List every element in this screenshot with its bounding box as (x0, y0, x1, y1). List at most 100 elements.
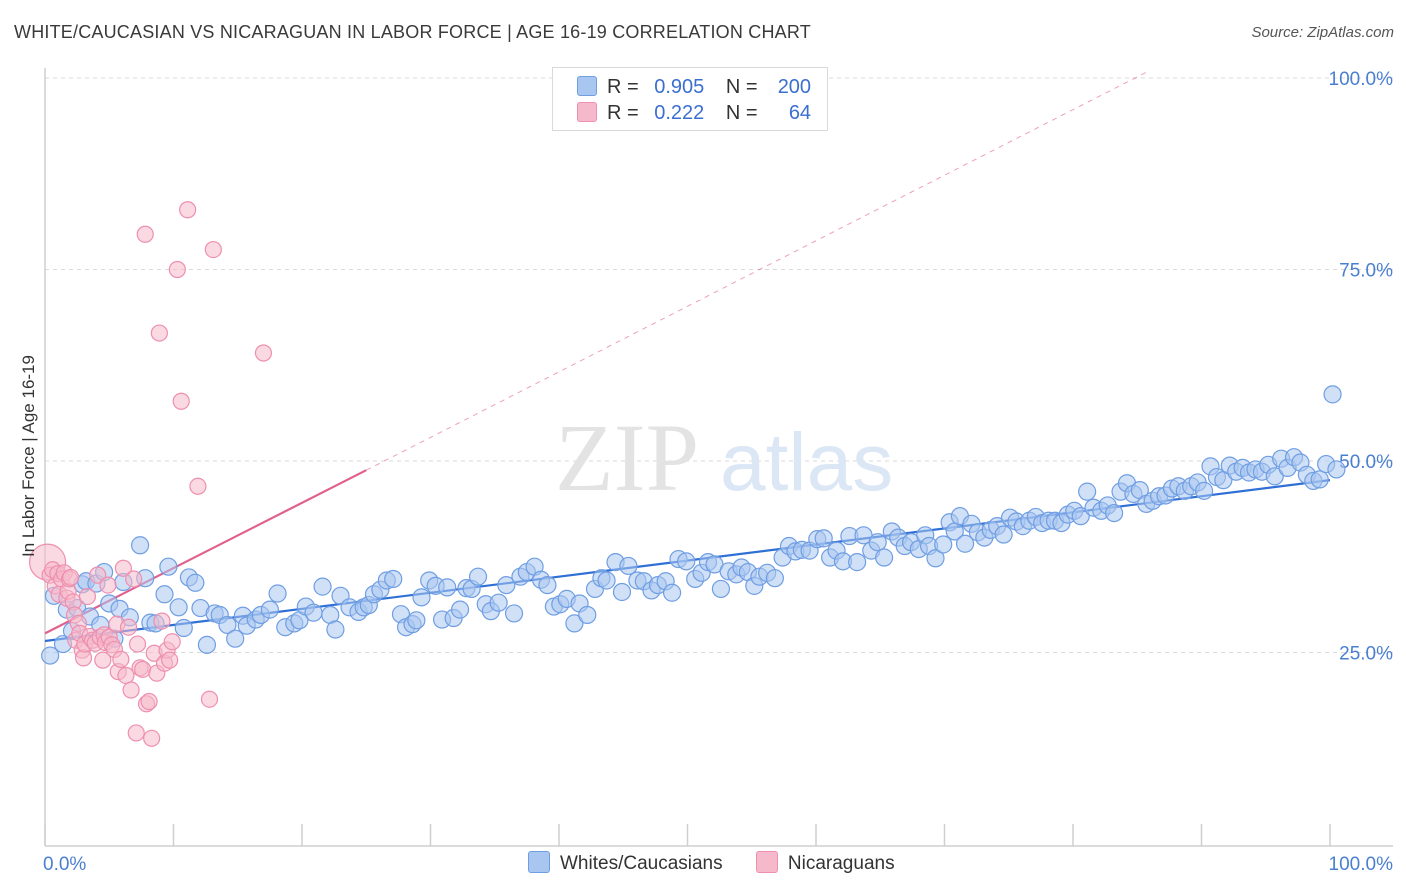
point-nicaraguans-55 (161, 651, 179, 669)
point-nicaraguans-51 (150, 324, 168, 342)
n-value: 200 (777, 76, 812, 98)
point-nicaraguans-58 (172, 392, 190, 410)
point-whites-24 (174, 618, 193, 638)
point-whites-198 (1323, 385, 1342, 404)
r-value: 0.905 (654, 76, 705, 98)
y-axis-label: In Labor Force | Age 16-19 (19, 355, 38, 557)
point-nicaraguans-39 (122, 681, 140, 699)
point-whites-59 (407, 611, 426, 630)
r-label: R = (607, 76, 639, 98)
point-nicaraguans-35 (112, 650, 130, 668)
source-label: Source: ZipAtlas.com (1251, 24, 1394, 41)
watermark-zip: ZIP (555, 404, 699, 511)
legend-label-whites: Whites/Caucasians (560, 853, 723, 874)
y-tick-label-2: 75.0% (1339, 261, 1393, 282)
point-nicaraguans-59 (179, 201, 197, 219)
point-whites-164 (1105, 503, 1124, 523)
legend-item-whites: Whites/Caucasians (528, 851, 723, 875)
point-whites-69 (468, 567, 488, 586)
point-whites-0 (41, 646, 60, 665)
point-nicaraguans-63 (254, 344, 273, 362)
point-whites-32 (226, 629, 245, 648)
trend-extension-nicaraguans (366, 69, 1151, 471)
r-label: R = (607, 102, 639, 124)
point-whites-21 (155, 585, 174, 604)
point-whites-128 (875, 548, 894, 567)
r-value: 0.222 (654, 102, 705, 124)
point-whites-79 (538, 575, 557, 595)
swatch-nicaraguans (577, 102, 597, 122)
point-nicaraguans-29 (99, 576, 117, 594)
point-whites-60 (412, 588, 431, 607)
point-nicaraguans-42 (128, 635, 147, 653)
point-whites-66 (450, 600, 470, 619)
point-whites-137 (934, 535, 953, 554)
point-whites-44 (313, 577, 332, 596)
n-value: 64 (788, 102, 812, 124)
point-nicaraguans-40 (125, 570, 143, 588)
point-whites-124 (848, 553, 867, 572)
point-whites-147 (994, 525, 1013, 544)
point-nicaraguans-44 (134, 660, 152, 678)
point-whites-74 (504, 604, 524, 623)
point-whites-26 (186, 573, 205, 592)
point-whites-199 (1327, 460, 1346, 479)
y-tick-label-3: 100.0% (1329, 69, 1394, 90)
point-whites-141 (955, 534, 975, 553)
y-tick-label-0: 25.0% (1339, 644, 1393, 665)
legend-label-nicaraguans: Nicaraguans (787, 853, 895, 874)
data-points (28, 201, 1346, 747)
point-nicaraguans-61 (200, 690, 219, 708)
x-tick-label-1: 100.0% (1329, 854, 1394, 875)
legend-item-nicaraguans: Nicaraguans (755, 851, 895, 875)
point-nicaraguans-52 (153, 612, 171, 630)
point-nicaraguans-20 (78, 587, 97, 606)
point-whites-90 (612, 582, 632, 602)
point-whites-119 (814, 529, 833, 548)
y-tick-label-1: 50.0% (1339, 452, 1393, 473)
point-whites-88 (597, 571, 616, 590)
chart-title: WHITE/CAUCASIAN VS NICARAGUAN IN LABOR F… (14, 22, 811, 42)
point-whites-55 (384, 569, 403, 589)
point-nicaraguans-38 (119, 618, 138, 636)
point-nicaraguans-36 (114, 559, 132, 577)
point-nicaraguans-26 (94, 651, 112, 669)
point-whites-43 (304, 603, 323, 622)
point-whites-38 (268, 584, 287, 603)
point-whites-189 (1265, 467, 1284, 486)
n-label: N = (725, 102, 758, 124)
point-whites-99 (677, 552, 696, 571)
point-whites-196 (1310, 470, 1329, 489)
point-whites-23 (169, 598, 188, 617)
point-whites-160 (1078, 482, 1097, 501)
watermark: ZIP atlas (555, 404, 893, 511)
legend-swatch-whites (528, 851, 550, 873)
point-nicaraguans-56 (163, 633, 181, 651)
point-whites-178 (1194, 481, 1214, 500)
n-label: N = (725, 76, 758, 98)
point-nicaraguans-60 (189, 477, 207, 495)
grid-lines (45, 77, 1393, 653)
point-whites-22 (159, 557, 178, 576)
point-nicaraguans-37 (117, 666, 135, 685)
point-whites-112 (765, 569, 784, 588)
point-whites-37 (260, 600, 279, 619)
point-whites-17 (130, 536, 150, 555)
legend-swatch-nicaraguans (755, 851, 778, 873)
point-whites-28 (197, 635, 217, 654)
axes: 25.0% 50.0% 75.0% 100.0% 0.0% 100.0% (43, 68, 1393, 875)
point-whites-85 (578, 605, 597, 625)
point-whites-72 (489, 593, 508, 612)
watermark-atlas: atlas (720, 417, 893, 508)
point-whites-73 (497, 575, 516, 595)
point-nicaraguans-62 (204, 240, 222, 259)
point-whites-31 (218, 615, 237, 635)
point-whites-127 (868, 533, 887, 552)
point-whites-104 (711, 579, 731, 599)
point-nicaraguans-41 (127, 724, 145, 742)
point-nicaraguans-48 (143, 729, 161, 747)
point-whites-83 (565, 614, 584, 633)
point-nicaraguans-47 (140, 692, 158, 711)
legend-row-nicaraguans: R = 0.222 N = 64 (577, 102, 811, 126)
